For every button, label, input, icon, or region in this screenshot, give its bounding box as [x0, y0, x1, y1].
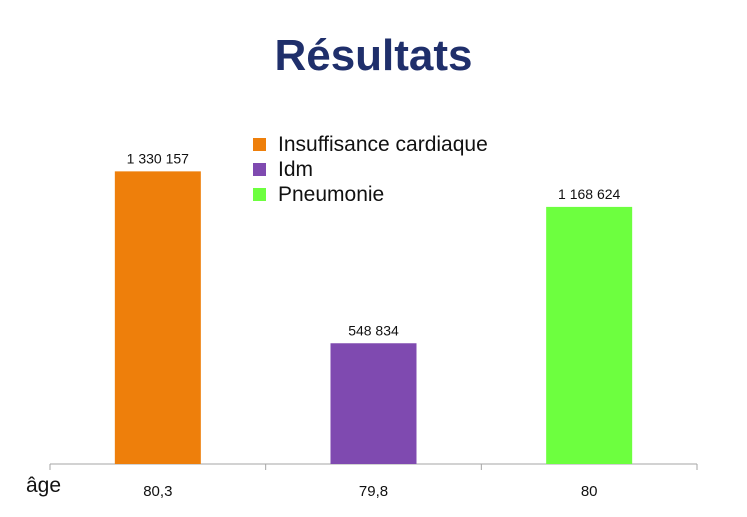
- legend-label-idm: Idm: [278, 157, 314, 181]
- x-tick-label-1: 79,8: [359, 483, 388, 500]
- bar-2: [546, 206, 633, 465]
- legend-swatch-idm: [253, 163, 266, 176]
- bar-1: [330, 343, 417, 464]
- chart-legend: Insuffisance cardiaque Idm Pneumonie: [253, 132, 488, 207]
- x-tick-label-0: 80,3: [143, 483, 172, 500]
- legend-item-insuffisance-cardiaque: Insuffisance cardiaque: [253, 132, 488, 157]
- bar-0: [114, 171, 201, 464]
- data-label-1: 548 834: [348, 322, 399, 338]
- legend-label-insuffisance-cardiaque: Insuffisance cardiaque: [278, 132, 488, 156]
- page-title: Résultats: [274, 31, 473, 80]
- x-axis-prefix-label: âge: [26, 474, 62, 497]
- legend-item-pneumonie: Pneumonie: [253, 182, 488, 207]
- legend-label-pneumonie: Pneumonie: [278, 182, 385, 206]
- legend-item-idm: Idm: [253, 157, 488, 182]
- legend-swatch-pneumonie: [253, 188, 266, 201]
- x-tick-label-2: 80: [581, 483, 598, 500]
- data-label-2: 1 168 624: [558, 186, 620, 202]
- legend-swatch-insuffisance-cardiaque: [253, 138, 266, 151]
- data-label-0: 1 330 157: [127, 150, 189, 166]
